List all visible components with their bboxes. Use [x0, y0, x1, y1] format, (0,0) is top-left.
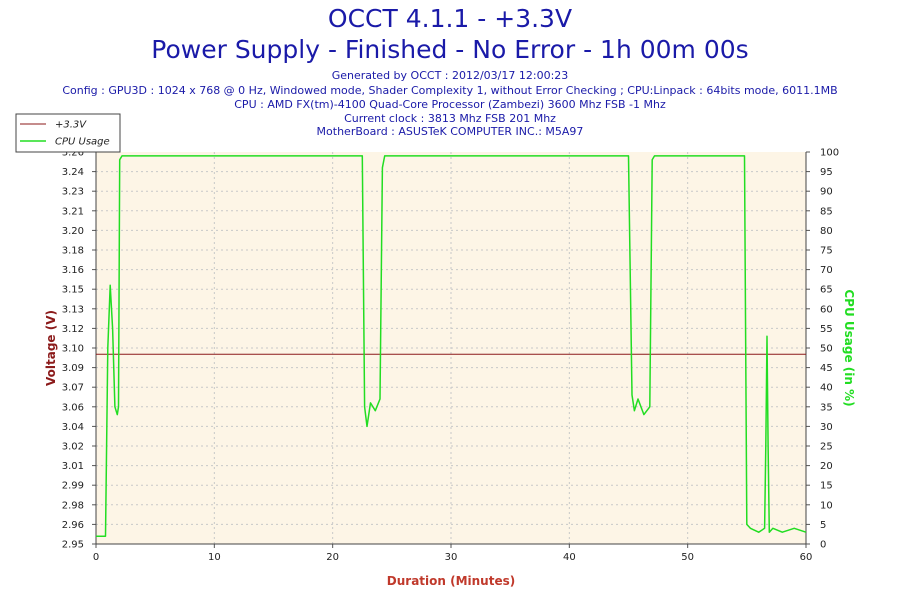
legend-label: CPU Usage — [55, 137, 110, 148]
y2-tick-label: 80 — [820, 226, 833, 237]
y-tick-label: 3.20 — [62, 226, 84, 237]
cpu-usage-series-line — [96, 155, 807, 537]
y2-tick-label: 45 — [820, 363, 833, 374]
chart-title: OCCT 4.1.1 - +3.3V — [327, 4, 573, 33]
y2-tick-label: 85 — [820, 206, 833, 217]
y-tick-label: 2.99 — [62, 481, 84, 492]
y2-tick-label: 60 — [820, 304, 833, 315]
info-config: Config : GPU3D : 1024 x 768 @ 0 Hz, Wind… — [62, 84, 838, 97]
y-tick-label: 3.01 — [62, 461, 84, 472]
y-tick-label: 3.18 — [62, 246, 84, 257]
y-tick-label: 3.16 — [62, 265, 84, 276]
y-tick-label: 3.10 — [62, 344, 84, 355]
legend-label: +3.3V — [55, 120, 87, 131]
chart-subtitle: Power Supply - Finished - No Error - 1h … — [151, 35, 749, 64]
info-generated: Generated by OCCT : 2012/03/17 12:00:23 — [331, 69, 569, 82]
y-tick-label: 3.12 — [62, 324, 84, 335]
info-cpu: CPU : AMD FX(tm)-4100 Quad-Core Processo… — [234, 98, 666, 111]
y-tick-label: 3.21 — [62, 206, 84, 217]
y-tick-label: 3.24 — [62, 167, 84, 178]
y2-tick-label: 10 — [820, 500, 833, 511]
y-tick-label: 3.09 — [62, 363, 84, 374]
y2-tick-label: 100 — [820, 148, 839, 159]
y2-tick-label: 75 — [820, 246, 833, 257]
y2-tick-label: 70 — [820, 265, 833, 276]
y-tick-label: 2.95 — [62, 540, 84, 551]
y2-axis-label: CPU Usage (in %) — [842, 289, 856, 406]
x-tick-label: 10 — [208, 552, 221, 563]
x-tick-label: 30 — [445, 552, 458, 563]
y2-tick-label: 55 — [820, 324, 833, 335]
y2-tick-label: 35 — [820, 402, 833, 413]
info-motherboard: MotherBoard : ASUSTeK COMPUTER INC.: M5A… — [316, 125, 584, 138]
y-tick-label: 2.96 — [62, 520, 84, 531]
y-tick-label: 3.07 — [62, 383, 84, 394]
y-tick-label: 3.13 — [62, 304, 84, 315]
y2-tick-label: 50 — [820, 344, 833, 355]
y-tick-label: 3.15 — [62, 285, 84, 296]
y2-tick-label: 65 — [820, 285, 833, 296]
y-tick-label: 3.06 — [62, 402, 84, 413]
y2-tick-label: 20 — [820, 461, 833, 472]
y2-tick-label: 30 — [820, 422, 833, 433]
y2-tick-label: 15 — [820, 481, 833, 492]
info-clock: Current clock : 3813 Mhz FSB 201 Mhz — [344, 112, 556, 125]
y2-tick-label: 90 — [820, 187, 833, 198]
y2-tick-label: 5 — [820, 520, 826, 531]
x-tick-label: 40 — [563, 552, 576, 563]
x-tick-label: 20 — [326, 552, 339, 563]
y2-tick-label: 95 — [820, 167, 833, 178]
x-tick-label: 50 — [681, 552, 694, 563]
x-axis-label: Duration (Minutes) — [387, 574, 515, 588]
y-tick-label: 3.26 — [62, 148, 84, 159]
y2-tick-label: 40 — [820, 383, 833, 394]
legend-box — [15, 113, 121, 153]
y-tick-label: 3.02 — [62, 442, 84, 453]
x-tick-label: 60 — [800, 552, 813, 563]
x-tick-label: 0 — [93, 552, 99, 563]
y-tick-label: 3.04 — [62, 422, 84, 433]
y2-tick-label: 0 — [820, 540, 826, 551]
y-axis-label: Voltage (V) — [44, 310, 58, 386]
y2-tick-label: 25 — [820, 442, 833, 453]
y-tick-label: 3.23 — [62, 187, 84, 198]
y-tick-label: 2.98 — [62, 500, 84, 511]
